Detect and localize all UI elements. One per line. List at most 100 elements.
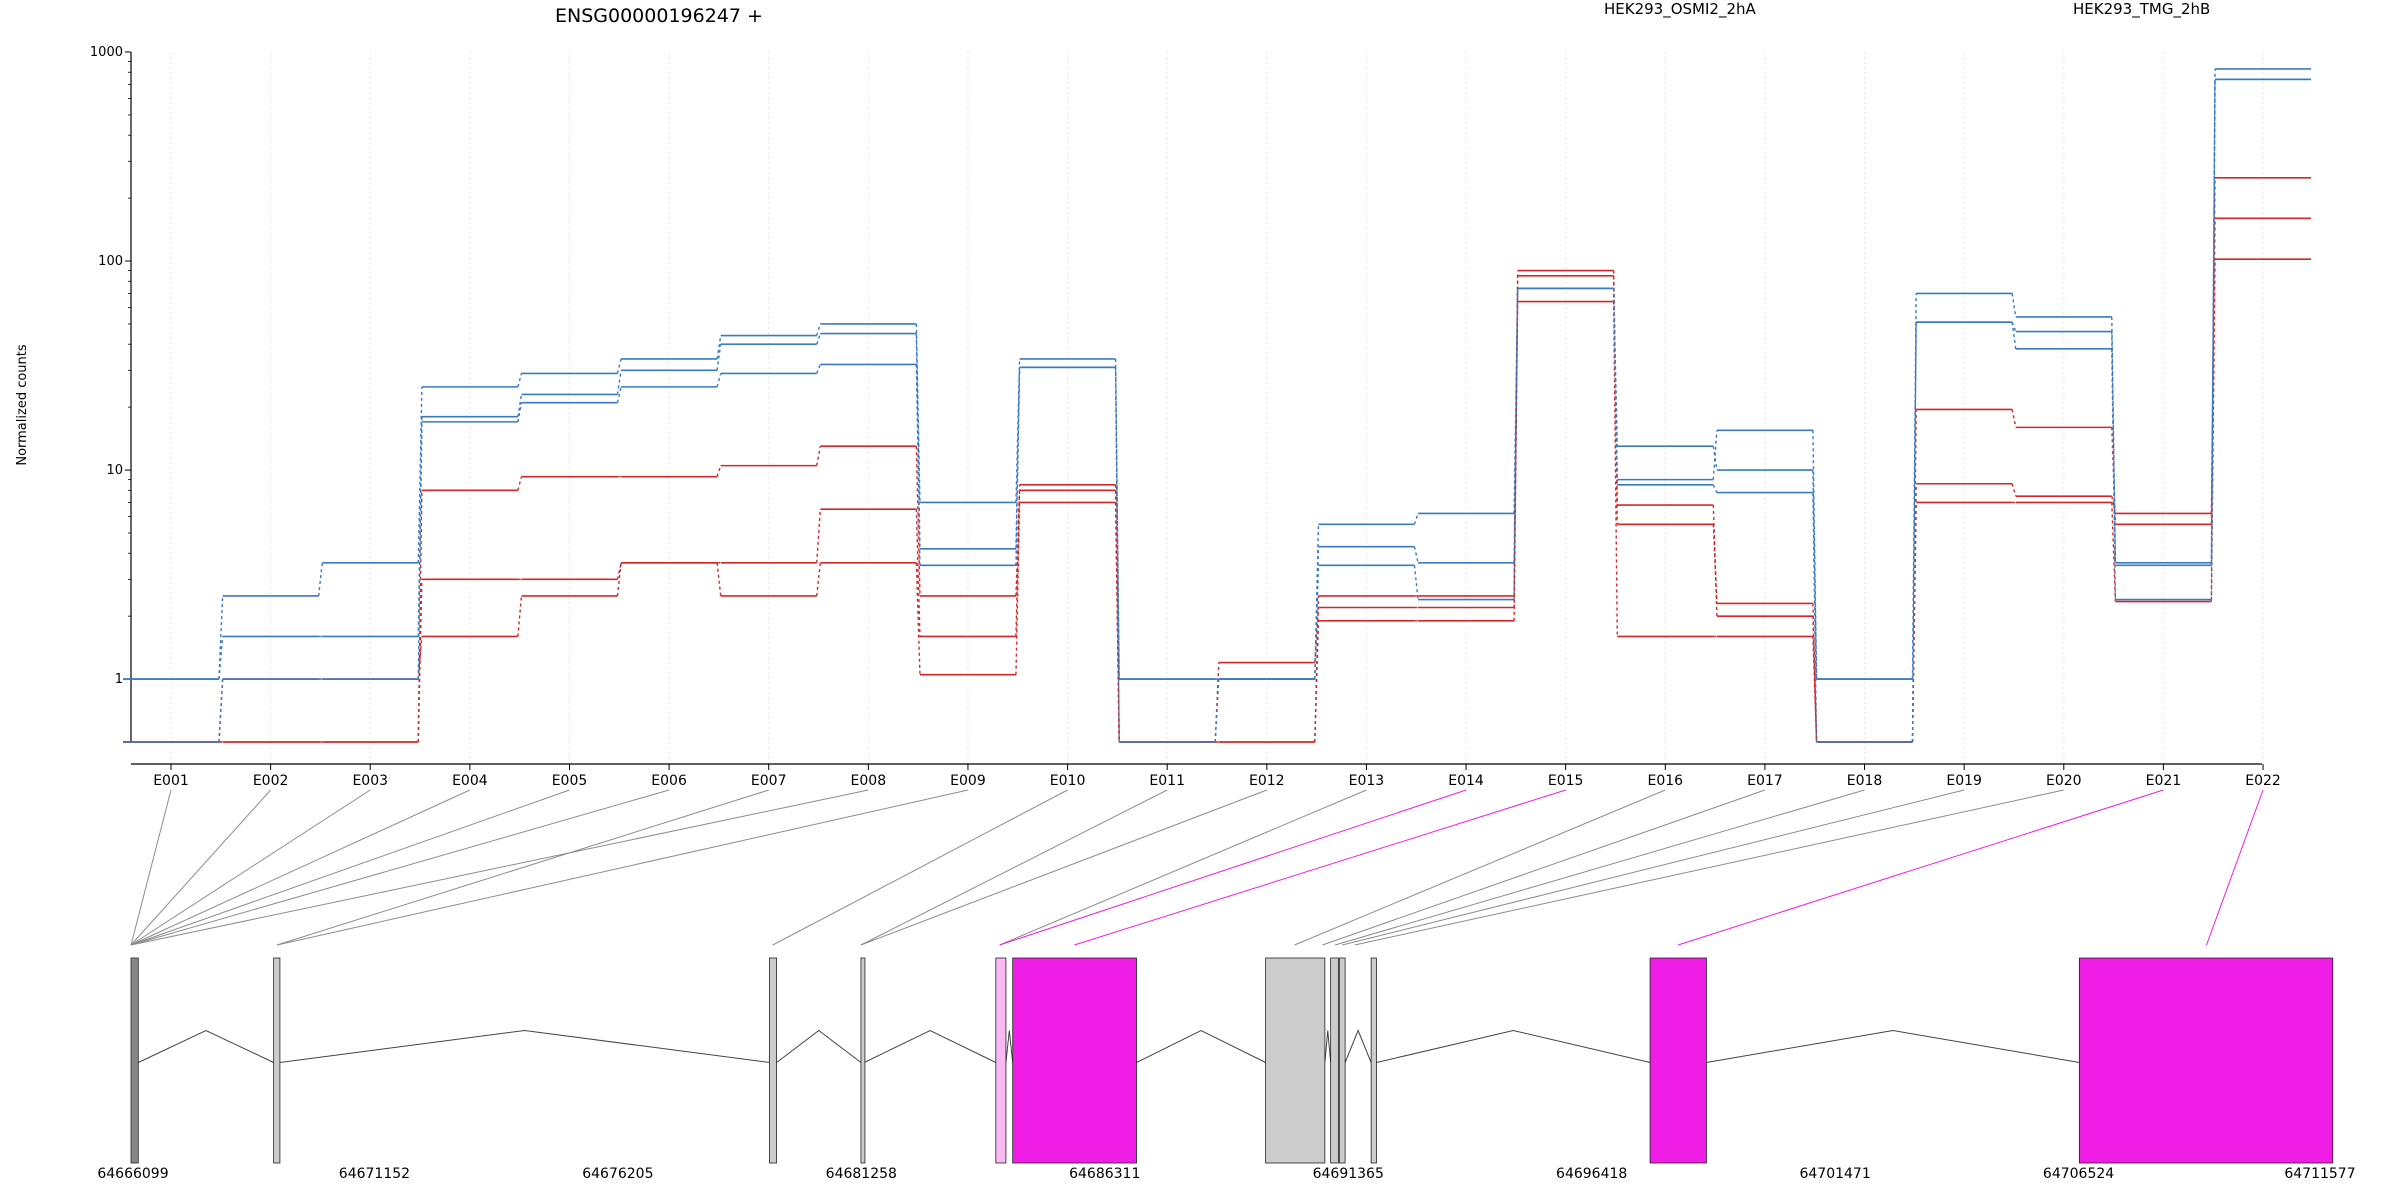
coord-label-64691365: 64691365	[1313, 1166, 1384, 1182]
series-2-link	[816, 446, 822, 466]
series-6-link	[1214, 679, 1220, 743]
series-3-link	[716, 562, 722, 596]
connector-e015	[1074, 789, 1566, 946]
connector-e005	[130, 789, 570, 946]
intron-line	[1136, 1029, 1266, 1063]
y-axis-title: Normalized counts	[15, 344, 30, 466]
x-tick-label-e004: E004	[452, 773, 488, 789]
coord-label-64706524: 64706524	[2043, 1166, 2114, 1182]
connector-e007	[276, 789, 769, 946]
connector-e020	[1354, 789, 2064, 946]
x-tick-label-e015: E015	[1548, 773, 1584, 789]
series-1-link	[2011, 483, 2017, 497]
exon-block-5	[995, 957, 1007, 1164]
coord-label-64666099: 64666099	[97, 1166, 168, 1182]
series-3-link	[517, 595, 523, 637]
gene-model	[130, 957, 2334, 1164]
exon-block-3	[768, 957, 778, 1164]
series-5-link	[218, 636, 224, 680]
series-3-link	[2111, 502, 2117, 602]
series-2-link	[915, 446, 921, 596]
exon-block-11	[1649, 957, 1707, 1164]
x-tick-label-e021: E021	[2146, 773, 2182, 789]
connector-e014	[999, 789, 1467, 946]
series-5-link	[716, 344, 722, 371]
y-tick-label-10: 10	[106, 463, 123, 478]
x-tick-label-e007: E007	[751, 773, 787, 789]
series-6-link	[2011, 322, 2017, 349]
connector-e021	[1677, 789, 2164, 946]
connector-e012	[860, 789, 1267, 946]
connector-e006	[130, 789, 670, 946]
x-tick-label-e002: E002	[253, 773, 289, 789]
connector-e013	[999, 789, 1367, 946]
connector-e003	[130, 789, 371, 946]
series-5-link	[816, 333, 822, 345]
x-tick-label-e010: E010	[1050, 773, 1086, 789]
coord-label-64671152: 64671152	[339, 1166, 410, 1182]
intron-line	[1706, 1029, 2080, 1063]
y-tick-label-100: 100	[98, 254, 123, 269]
series-6-link	[2210, 79, 2216, 600]
intron-line	[138, 1029, 274, 1063]
series-2-link	[517, 476, 523, 491]
series-1	[123, 177, 2312, 743]
series-6-link	[417, 421, 423, 680]
coord-label-64711577: 64711577	[2284, 1166, 2355, 1182]
plot-series	[123, 68, 2312, 743]
series-2-link	[1712, 505, 1718, 617]
connector-e009	[276, 789, 969, 946]
series-3-link	[915, 562, 921, 675]
series-3-link	[1314, 620, 1320, 743]
series-6-link	[1513, 288, 1519, 600]
series-6-link	[1114, 367, 1120, 743]
y-tick-label-1: 1	[115, 672, 123, 687]
exon-block-8	[1330, 957, 1339, 1164]
series-5-link	[2111, 331, 2117, 566]
chart-title: ENSG00000196247 +	[555, 5, 763, 27]
connector-e001	[130, 789, 172, 946]
series-4-link	[317, 562, 323, 596]
series-2	[123, 217, 2312, 743]
x-tick-label-e005: E005	[552, 773, 588, 789]
series-6-link	[1612, 288, 1618, 485]
series-5-link	[1413, 546, 1419, 563]
intron-line	[1344, 1029, 1372, 1063]
series-5-link	[1812, 470, 1818, 680]
y-tick-label-1000: 1000	[90, 45, 123, 60]
plot-grid	[170, 52, 2264, 764]
series-6-link	[517, 402, 523, 423]
exon-block-12	[2078, 957, 2334, 1164]
coord-label-64696418: 64696418	[1556, 1166, 1627, 1182]
intron-line	[279, 1029, 770, 1063]
intron-line	[1005, 1030, 1014, 1063]
series-4-link	[2011, 293, 2017, 318]
coord-label-64676205: 64676205	[582, 1166, 653, 1182]
exon-connectors	[130, 789, 2264, 946]
exon-block-6	[1012, 957, 1137, 1164]
series-6-link	[1413, 565, 1419, 600]
coord-label-64701471: 64701471	[1799, 1166, 1870, 1182]
series-5-link	[1015, 367, 1021, 549]
x-tick-label-e012: E012	[1249, 773, 1285, 789]
x-tick-label-e016: E016	[1648, 773, 1684, 789]
legend-label-tmg: HEK293_TMG_2hB	[2073, 0, 2210, 19]
coord-label-64681258: 64681258	[826, 1166, 897, 1182]
intron-line	[864, 1029, 997, 1063]
coord-label-64686311: 64686311	[1069, 1166, 1140, 1182]
intron-line	[1376, 1029, 1651, 1063]
series-6-link	[616, 386, 622, 403]
exon-block-10	[1370, 957, 1377, 1164]
series-3	[123, 258, 2312, 743]
x-tick-label-e011: E011	[1149, 773, 1185, 789]
series-6-link	[1911, 322, 1917, 743]
series-5-link	[616, 370, 622, 395]
series-5	[123, 78, 2312, 680]
connector-e022	[2206, 789, 2264, 946]
intron-line	[776, 1029, 862, 1063]
plot-axes: 1 10 100 1000 E001 E002 E003 E004 E005 E006 E007 E0…	[90, 45, 2281, 789]
legend-label-osmi2: HEK293_OSMI2_2hA	[1604, 0, 1757, 19]
series-4-link	[517, 373, 523, 388]
series-4-link	[1413, 513, 1419, 525]
